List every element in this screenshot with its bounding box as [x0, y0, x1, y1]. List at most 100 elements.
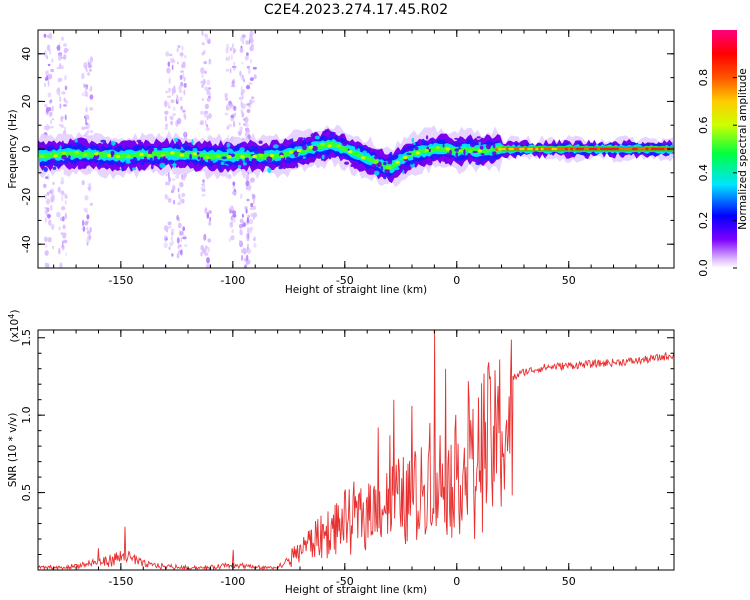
noise-speck: [249, 99, 253, 105]
noise-speck: [177, 202, 182, 206]
ridge-blob: [189, 153, 192, 160]
noise-speck: [206, 89, 210, 96]
noise-speck: [51, 117, 54, 121]
noise-speck: [44, 50, 47, 58]
ridge-blob: [330, 132, 336, 135]
ridge-blob: [140, 160, 143, 165]
noise-speck: [166, 67, 171, 74]
ridge-blob: [402, 169, 405, 175]
noise-speck: [176, 252, 180, 259]
noise-speck: [183, 234, 186, 239]
ridge-peak-dot: [403, 156, 408, 160]
ridge-blob: [52, 166, 57, 170]
ridge-blob: [74, 138, 78, 143]
noise-speck: [83, 83, 86, 88]
ridge-peak-dot: [147, 154, 152, 158]
noise-speck: [201, 73, 204, 79]
noise-speck: [202, 78, 206, 86]
ridge-blob: [295, 143, 300, 147]
noise-speck: [46, 191, 50, 196]
noise-speck: [230, 114, 234, 119]
noise-speck: [206, 212, 210, 219]
spectrogram-x-label: Height of straight line (km): [285, 284, 427, 296]
snr-plot-area: [38, 330, 674, 570]
noise-speck: [58, 54, 62, 61]
noise-speck: [64, 212, 68, 220]
noise-speck: [180, 70, 185, 73]
ridge-blob: [310, 133, 317, 139]
noise-speck: [84, 84, 89, 88]
noise-speck: [164, 110, 169, 115]
noise-speck: [59, 65, 64, 70]
snr-y-axis: 0.5 1.0 1.5: [20, 329, 674, 556]
noise-speck: [245, 254, 249, 261]
noise-speck: [89, 56, 93, 63]
noise-speck: [59, 103, 62, 109]
noise-speck: [232, 185, 236, 189]
noise-speck: [86, 130, 90, 134]
noise-speck: [225, 47, 229, 54]
noise-speck: [85, 106, 88, 113]
ridge-blob: [132, 167, 137, 171]
noise-speck: [89, 107, 94, 111]
colorbar-gradient-bar: [712, 30, 737, 268]
ridge-blob: [479, 156, 485, 162]
ridge-peak-dot: [106, 154, 112, 158]
noise-speck: [85, 67, 88, 73]
x-tick-label: 50: [562, 274, 576, 287]
ridge-blob: [71, 144, 75, 150]
noise-speck: [168, 102, 170, 108]
noise-speck: [63, 54, 67, 60]
noise-speck: [176, 61, 179, 65]
noise-speck: [240, 85, 243, 92]
noise-speck: [165, 173, 168, 177]
noise-speck: [181, 198, 185, 204]
ridge-blob: [244, 157, 248, 163]
x-tick-label: -100: [220, 274, 245, 287]
noise-speck: [84, 113, 87, 118]
ridge-blob: [297, 137, 304, 140]
noise-speck: [64, 85, 68, 91]
ridge-blob: [98, 147, 103, 153]
ridge-peak-dot: [139, 152, 144, 156]
ridge-blob: [108, 142, 111, 149]
noise-speck: [245, 174, 250, 181]
noise-speck: [165, 90, 169, 94]
ridge-blob: [405, 147, 410, 153]
ridge-blob: [180, 146, 184, 151]
noise-speck: [249, 59, 253, 64]
ridge-peak-dot: [170, 151, 175, 155]
ridge-blob: [398, 153, 403, 158]
noise-speck: [44, 216, 47, 224]
noise-speck: [203, 248, 207, 255]
ridge-blob: [301, 160, 305, 165]
ridge-blob: [466, 143, 470, 149]
noise-speck: [252, 66, 257, 70]
ridge-blob: [431, 140, 434, 145]
colorbar-ticks: 0.0 0.2 0.4 0.6 0.8: [697, 69, 737, 277]
ridge-blob: [200, 156, 204, 162]
noise-speck: [250, 226, 254, 231]
ridge-blob: [111, 140, 116, 146]
noise-speck: [49, 99, 53, 103]
noise-speck: [178, 244, 182, 248]
ridge-blob: [478, 139, 481, 142]
ridge-blob: [457, 143, 462, 147]
noise-speck: [182, 73, 185, 79]
noise-speck: [206, 264, 210, 268]
ridge-blob: [229, 149, 234, 155]
ridge-blob: [249, 146, 255, 150]
noise-speck: [249, 77, 254, 81]
noise-speck: [59, 96, 62, 102]
ridge-peak-dot: [279, 155, 284, 159]
ridge-blob: [181, 143, 187, 148]
noise-speck: [59, 77, 63, 82]
noise-speck: [171, 87, 176, 94]
noise-speck: [200, 67, 205, 74]
noise-speck: [199, 121, 204, 126]
y-tick-label: 1.0: [20, 406, 33, 424]
ridge-blob: [218, 164, 222, 170]
ridge-blob: [160, 157, 163, 162]
ridge-peak-dot: [374, 160, 379, 164]
ridge-blob: [292, 160, 297, 164]
